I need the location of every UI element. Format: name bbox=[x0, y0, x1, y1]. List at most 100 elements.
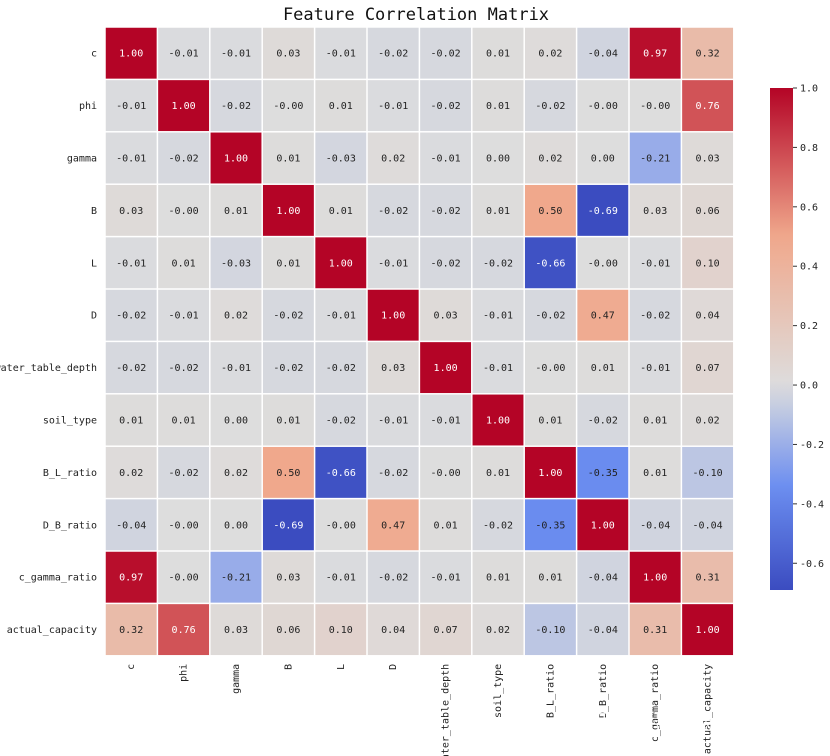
heatmap-cell-actual_capacity-actual_capacity bbox=[682, 604, 734, 656]
heatmap-cell-c_gamma_ratio-soil_type bbox=[472, 551, 524, 603]
heatmap-value-label: -0.00 bbox=[169, 206, 199, 217]
heatmap-value-label: 0.00 bbox=[486, 154, 510, 165]
x-tick-label: B_L_ratio bbox=[545, 664, 556, 718]
heatmap-cell-B-gamma bbox=[210, 184, 262, 236]
heatmap-cell-soil_type-D bbox=[367, 394, 419, 446]
x-tick-label: c bbox=[126, 664, 137, 670]
heatmap-value-label: 0.01 bbox=[329, 101, 353, 112]
heatmap-value-label: -0.00 bbox=[273, 101, 303, 112]
heatmap-value-label: 0.07 bbox=[434, 625, 458, 636]
heatmap-value-label: 0.01 bbox=[276, 154, 300, 165]
x-tick-label: c_gamma_ratio bbox=[650, 664, 661, 742]
heatmap-cell-actual_capacity-B_L_ratio bbox=[524, 604, 576, 656]
heatmap-value-label: -0.02 bbox=[588, 416, 618, 427]
heatmap-value-label: 0.01 bbox=[276, 416, 300, 427]
heatmap-cell-D_B_ratio-c bbox=[105, 499, 157, 551]
heatmap-value-label: -0.03 bbox=[326, 154, 356, 165]
heatmap-cell-gamma-gamma bbox=[210, 132, 262, 184]
heatmap-cell-B-L bbox=[315, 184, 367, 236]
heatmap-value-label: 1.00 bbox=[276, 206, 300, 217]
heatmap-value-label: -0.00 bbox=[588, 101, 618, 112]
heatmap-cell-B-phi bbox=[158, 184, 210, 236]
heatmap-cell-D_B_ratio-L bbox=[315, 499, 367, 551]
heatmap-value-label: -0.02 bbox=[273, 363, 303, 374]
heatmap-cell-actual_capacity-D bbox=[367, 604, 419, 656]
heatmap-cell-L-soil_type bbox=[472, 237, 524, 289]
heatmap-cell-soil_type-D_B_ratio bbox=[577, 394, 629, 446]
heatmap-value-label: -0.02 bbox=[221, 101, 251, 112]
heatmap-cell-B_L_ratio-L bbox=[315, 446, 367, 498]
heatmap-cell-B_L_ratio-phi bbox=[158, 446, 210, 498]
heatmap-cell-B-c bbox=[105, 184, 157, 236]
heatmap-cell-phi-water_table_depth bbox=[420, 80, 472, 132]
heatmap-cell-water_table_depth-B bbox=[262, 342, 314, 394]
heatmap-value-label: -0.00 bbox=[431, 468, 461, 479]
heatmap-cell-L-gamma bbox=[210, 237, 262, 289]
heatmap-value-label: 0.01 bbox=[486, 49, 510, 60]
heatmap-cell-soil_type-water_table_depth bbox=[420, 394, 472, 446]
heatmap-value-label: 0.02 bbox=[224, 468, 248, 479]
heatmap-cell-D_B_ratio-D_B_ratio bbox=[577, 499, 629, 551]
colorbar-tick-label: 1.0 bbox=[800, 84, 818, 95]
heatmap-value-label: 0.01 bbox=[276, 258, 300, 269]
heatmap-value-label: 0.03 bbox=[434, 311, 458, 322]
heatmap-cell-c-B bbox=[262, 27, 314, 79]
heatmap-cell-D_B_ratio-D bbox=[367, 499, 419, 551]
heatmap-cell-water_table_depth-c_gamma_ratio bbox=[629, 342, 681, 394]
y-tick-label: soil_type bbox=[43, 416, 97, 427]
heatmap-cell-D-phi bbox=[158, 289, 210, 341]
heatmap-value-label: 0.01 bbox=[486, 468, 510, 479]
heatmap-value-label: 0.01 bbox=[538, 416, 562, 427]
heatmap-value-label: 0.06 bbox=[276, 625, 300, 636]
y-tick-label: c_gamma_ratio bbox=[19, 573, 97, 584]
heatmap-cell-D-L bbox=[315, 289, 367, 341]
heatmap-cell-phi-soil_type bbox=[472, 80, 524, 132]
heatmap-value-label: -0.02 bbox=[483, 258, 513, 269]
heatmap-value-label: -0.04 bbox=[588, 49, 618, 60]
heatmap-cell-gamma-D_B_ratio bbox=[577, 132, 629, 184]
heatmap-value-label: 0.76 bbox=[172, 625, 196, 636]
heatmap-cell-actual_capacity-soil_type bbox=[472, 604, 524, 656]
heatmap-value-label: 0.02 bbox=[696, 416, 720, 427]
heatmap-cell-gamma-B_L_ratio bbox=[524, 132, 576, 184]
heatmap-value-label: -0.01 bbox=[431, 416, 461, 427]
heatmap-cell-D-actual_capacity bbox=[682, 289, 734, 341]
heatmap-value-label: -0.66 bbox=[326, 468, 356, 479]
heatmap-cell-actual_capacity-c bbox=[105, 604, 157, 656]
heatmap-value-label: -0.02 bbox=[169, 468, 199, 479]
heatmap-cell-B-D bbox=[367, 184, 419, 236]
heatmap-value-label: 0.47 bbox=[381, 520, 405, 531]
heatmap-value-label: -0.04 bbox=[116, 520, 146, 531]
heatmap-value-label: 0.02 bbox=[381, 154, 405, 165]
heatmap-cell-D_B_ratio-soil_type bbox=[472, 499, 524, 551]
heatmap-cell-c_gamma_ratio-B_L_ratio bbox=[524, 551, 576, 603]
heatmap-cell-water_table_depth-D_B_ratio bbox=[577, 342, 629, 394]
y-tick-label: water_table_depth bbox=[0, 363, 97, 374]
heatmap-value-label: -0.00 bbox=[169, 520, 199, 531]
heatmap-value-label: 1.00 bbox=[224, 154, 248, 165]
heatmap-value-label: 0.32 bbox=[119, 625, 143, 636]
heatmap-value-label: -0.69 bbox=[273, 520, 303, 531]
heatmap-value-label: -0.02 bbox=[326, 416, 356, 427]
heatmap-cell-c-c bbox=[105, 27, 157, 79]
heatmap-cell-gamma-B bbox=[262, 132, 314, 184]
heatmap-value-label: -0.01 bbox=[221, 363, 251, 374]
heatmap-cell-gamma-L bbox=[315, 132, 367, 184]
heatmap-value-label: -0.01 bbox=[431, 573, 461, 584]
heatmap-cell-actual_capacity-L bbox=[315, 604, 367, 656]
heatmap-value-label: 0.01 bbox=[486, 573, 510, 584]
colorbar-tick-label: -0.2 bbox=[800, 440, 824, 451]
heatmap-cell-D-gamma bbox=[210, 289, 262, 341]
heatmap-cell-B-c_gamma_ratio bbox=[629, 184, 681, 236]
heatmap-cell-c-soil_type bbox=[472, 27, 524, 79]
heatmap-cell-D_B_ratio-water_table_depth bbox=[420, 499, 472, 551]
heatmap-value-label: 0.02 bbox=[224, 311, 248, 322]
heatmap-value-label: 0.01 bbox=[643, 468, 667, 479]
heatmap-cell-soil_type-B_L_ratio bbox=[524, 394, 576, 446]
heatmap-value-label: 0.10 bbox=[329, 625, 353, 636]
heatmap-value-label: -0.10 bbox=[535, 625, 565, 636]
heatmap-value-label: -0.01 bbox=[431, 154, 461, 165]
heatmap-value-label: -0.01 bbox=[116, 154, 146, 165]
y-tick-label: B bbox=[91, 206, 97, 217]
heatmap-value-label: 0.02 bbox=[538, 154, 562, 165]
